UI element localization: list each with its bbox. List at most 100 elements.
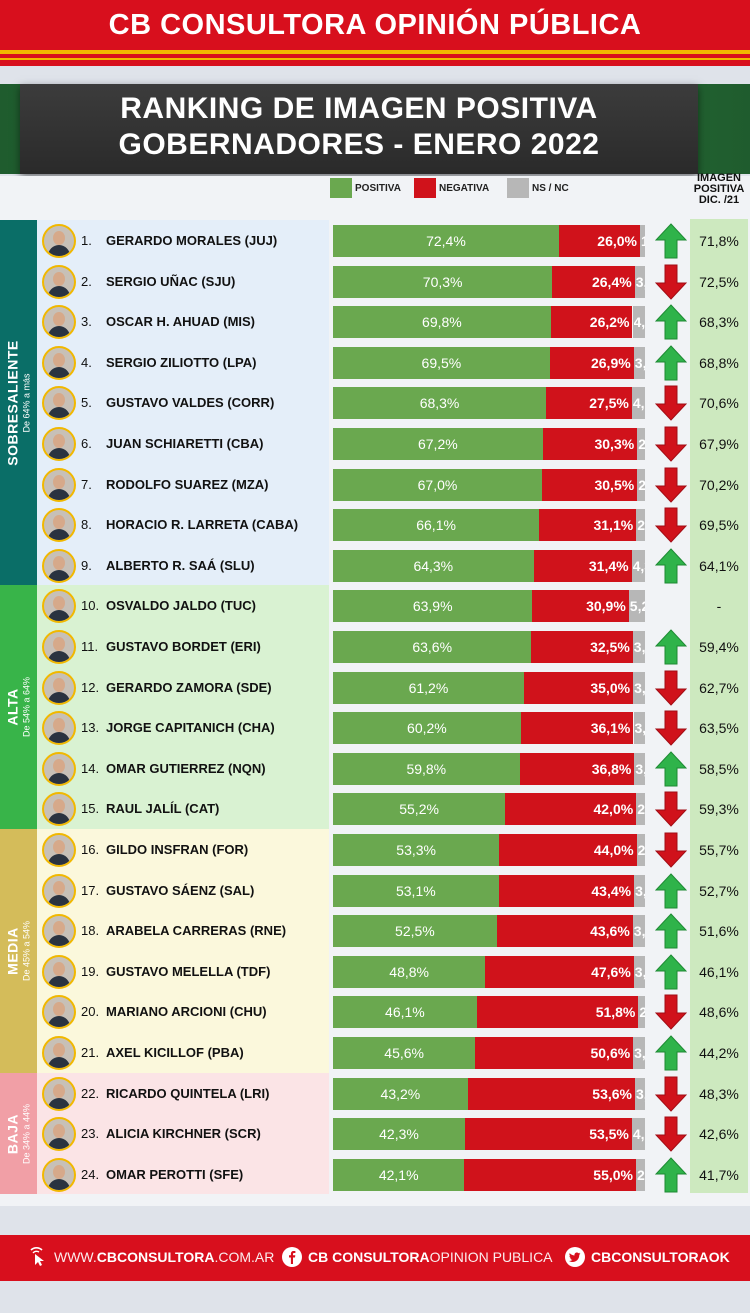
bar-nsnc (633, 712, 645, 744)
avatar-head (53, 1124, 65, 1138)
previous-value: 44,2% (699, 1045, 739, 1061)
bar-positive: 55,2% (333, 793, 506, 825)
previous-value: 48,3% (699, 1086, 739, 1102)
rank-number: 22. (81, 1086, 100, 1101)
negative-value-label: 32,5% (590, 639, 630, 655)
avatar-head (53, 272, 65, 286)
avatar-head (53, 921, 65, 935)
avatar-head (53, 1084, 65, 1098)
bar-negative: 55,0% (464, 1159, 636, 1191)
negative-value-label: 36,8% (591, 761, 632, 777)
previous-value: 62,7% (699, 680, 739, 696)
avatar-body (48, 692, 70, 703)
bar-negative: 42,0% (505, 793, 637, 825)
footer-facebook[interactable]: CB CONSULTORA OPINION PUBLICA (282, 1247, 553, 1267)
negative-value-label: 44,0% (593, 842, 634, 858)
footer-twitter[interactable]: CBCONSULTORAOK (565, 1247, 730, 1267)
stacked-bar: 67,2% 30,3%2,5 (333, 428, 645, 460)
footer-fb-suffix: OPINION PUBLICA (429, 1249, 553, 1265)
negative-value-label: 30,3% (594, 436, 635, 452)
positive-value-label: 60,2% (407, 720, 447, 736)
stacked-bar: 48,8% 47,6%3,6 (333, 956, 645, 988)
bar-negative: 26,2% (550, 306, 633, 338)
avatar-body (48, 1179, 70, 1190)
avatar-head (53, 718, 65, 732)
avatar-body (48, 489, 70, 500)
governor-name: SERGIO UÑAC (SJU) (106, 274, 236, 289)
nsnc-value-label: 5,2 (629, 598, 645, 614)
positive-value-label: 67,2% (417, 436, 458, 452)
governor-name: GUSTAVO VALDES (CORR) (106, 395, 275, 410)
ranking-row: 5. GUSTAVO VALDES (CORR) 68,3% 27,5%4,2 70,6… (0, 383, 750, 423)
stacked-bar: 63,9% 30,9%5,2 (333, 590, 645, 622)
previous-value: 46,1% (699, 964, 739, 980)
rank-number: 2. (81, 274, 92, 289)
governor-avatar (42, 427, 76, 461)
avatar-head (53, 637, 65, 651)
avatar-body (48, 570, 70, 581)
governor-name: RODOLFO SUAREZ (MZA) (106, 477, 269, 492)
previous-value: 42,6% (699, 1126, 739, 1142)
legend-label: POSITIVA (355, 182, 401, 194)
negative-value-label: 53,5% (589, 1126, 629, 1142)
trend-up-icon (655, 345, 687, 381)
bar-nsnc (636, 834, 645, 866)
cursor-click-icon (30, 1247, 44, 1266)
positive-value-label: 53,3% (396, 842, 436, 858)
governor-name: ARABELA CARRERAS (RNE) (106, 923, 287, 938)
governor-name: ALBERTO R. SAÁ (SLU) (106, 558, 255, 573)
bar-positive: 63,9% (333, 590, 533, 622)
ranking-row: 15. RAUL JALÍL (CAT) 55,2% 42,0%2,8 59,3% (0, 789, 750, 829)
positive-value-label: 66,1% (416, 517, 456, 533)
bar-positive: 42,3% (333, 1118, 465, 1150)
nsnc-value-label: 2,1 (639, 1004, 645, 1020)
stacked-bar: 63,6% 32,5%3,9 (333, 631, 645, 663)
stacked-bar: 55,2% 42,0%2,8 (333, 793, 645, 825)
stacked-bar: 70,3% 26,4%3,3 (333, 266, 645, 298)
stacked-bar: 68,3% 27,5%4,2 (333, 387, 645, 419)
rank-number: 16. (81, 842, 100, 857)
bar-positive: 43,2% (333, 1078, 468, 1110)
bar-nsnc (636, 793, 645, 825)
avatar-body (48, 367, 70, 378)
rank-number: 23. (81, 1126, 100, 1141)
ranking-row: 14. OMAR GUTIERREZ (NQN) 59,8% 36,8%3,4 58,5… (0, 749, 750, 789)
bar-nsnc (634, 875, 645, 907)
avatar-head (53, 759, 65, 773)
bar-negative: 36,1% (520, 712, 634, 744)
bar-positive: 69,8% (333, 306, 551, 338)
ranking-row: 13. JORGE CAPITANICH (CHA) 60,2% 36,1%3,7 63… (0, 708, 750, 748)
avatar-body (48, 773, 70, 784)
negative-value-label: 43,4% (591, 883, 632, 899)
governor-name: ALICIA KIRCHNER (SCR) (106, 1126, 261, 1141)
negative-value-label: 26,4% (591, 274, 632, 290)
negative-value-label: 51,8% (595, 1004, 636, 1020)
positive-value-label: 55,2% (399, 801, 439, 817)
legend-swatch (414, 178, 436, 198)
bar-positive: 48,8% (333, 956, 486, 988)
stacked-bar: 60,2% 36,1%3,7 (333, 712, 645, 744)
category-group-sobresaliente: SOBRESALIENTE De 64% a más (0, 220, 330, 585)
governor-avatar (42, 914, 76, 948)
previous-value: 64,1% (699, 558, 739, 574)
trend-down-icon (655, 670, 687, 706)
trend-up-icon (655, 223, 687, 259)
rank-number: 24. (81, 1167, 100, 1182)
bar-nsnc (637, 428, 645, 460)
stacked-bar: 64,3% 31,4%4,3 (333, 550, 645, 582)
footer-website[interactable]: WWW. CBCONSULTORA .COM.AR (28, 1247, 274, 1267)
governor-name: JORGE CAPITANICH (CHA) (106, 720, 275, 735)
category-strip (0, 220, 37, 585)
negative-value-label: 31,1% (593, 517, 634, 533)
category-background (37, 220, 329, 585)
negative-value-label: 26,2% (589, 314, 630, 330)
negative-value-label: 53,6% (592, 1086, 632, 1102)
governor-avatar (42, 671, 76, 705)
category-background (37, 829, 329, 1073)
bar-negative: 31,1% (539, 509, 637, 541)
legend-swatch (507, 178, 529, 198)
rank-number: 11. (81, 639, 99, 654)
negative-value-label: 47,6% (591, 964, 631, 980)
negative-value-label: 31,4% (588, 558, 629, 574)
category-strip (0, 829, 37, 1073)
